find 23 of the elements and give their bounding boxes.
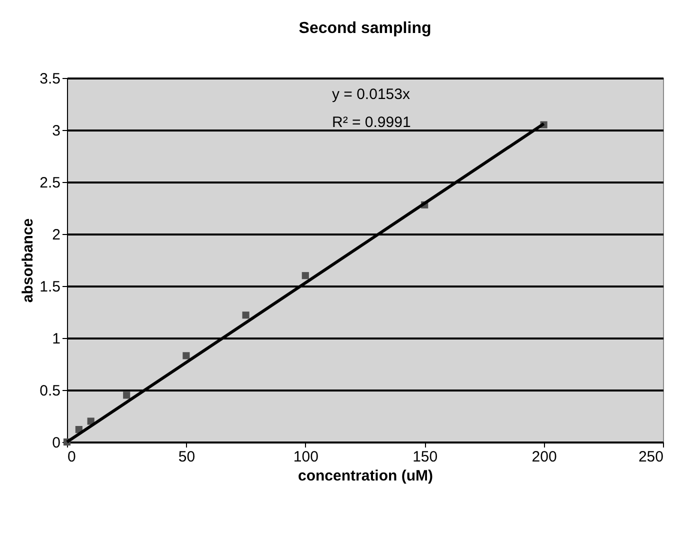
point <box>302 272 309 280</box>
x-axis-title: concentration (uM) <box>298 468 433 484</box>
y-tick-label: 3.5 <box>40 70 60 88</box>
y-tick-label: 1.5 <box>40 278 60 296</box>
annotation: R² = 0.9991 <box>332 114 411 131</box>
point <box>123 392 130 399</box>
point <box>182 352 190 360</box>
y-tick-label: 2.5 <box>40 174 60 192</box>
y-axis-title: absorbance <box>20 218 37 303</box>
y-tick-label: 0.5 <box>40 382 60 400</box>
x-tick-label: 0 <box>68 448 76 466</box>
x-tick-label: 150 <box>412 448 438 466</box>
x-tick-label: 100 <box>293 448 318 466</box>
x-tick-label: 250 <box>638 448 664 466</box>
x-tick-label: 200 <box>532 448 557 466</box>
annotation: y = 0.0153x <box>332 86 410 103</box>
y-tick-label: 1 <box>52 330 60 348</box>
point <box>242 312 250 319</box>
y-tick-label: 0 <box>52 434 60 452</box>
chart-title: Second sampling <box>298 20 432 37</box>
x-tick-label: 50 <box>178 448 196 466</box>
y-tick-label: 2 <box>52 226 60 244</box>
y-tick-label: 3 <box>52 122 60 140</box>
